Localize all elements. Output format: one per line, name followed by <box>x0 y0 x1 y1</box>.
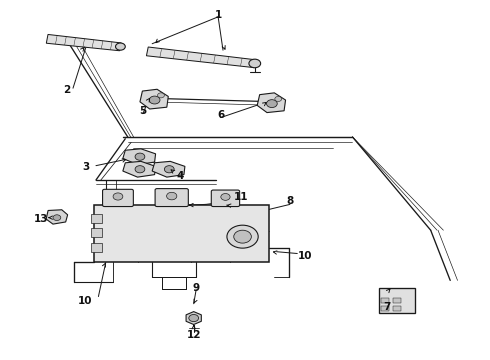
Circle shape <box>135 166 145 173</box>
Circle shape <box>227 225 258 248</box>
FancyBboxPatch shape <box>379 288 415 313</box>
FancyBboxPatch shape <box>91 228 102 237</box>
Circle shape <box>158 93 164 98</box>
FancyBboxPatch shape <box>393 306 401 311</box>
Circle shape <box>267 100 277 108</box>
Polygon shape <box>140 89 168 109</box>
Circle shape <box>189 315 198 321</box>
Polygon shape <box>147 47 255 68</box>
Text: 8: 8 <box>286 196 294 206</box>
Circle shape <box>53 215 61 221</box>
Text: 11: 11 <box>234 192 248 202</box>
Text: 3: 3 <box>83 162 90 172</box>
Circle shape <box>135 153 145 160</box>
Polygon shape <box>257 93 286 113</box>
Circle shape <box>221 194 230 200</box>
FancyBboxPatch shape <box>381 298 389 303</box>
Text: 5: 5 <box>139 106 147 116</box>
Text: 2: 2 <box>63 85 70 95</box>
Text: 10: 10 <box>78 296 93 306</box>
Polygon shape <box>152 161 185 177</box>
FancyBboxPatch shape <box>102 189 133 207</box>
Circle shape <box>113 193 123 200</box>
Text: 10: 10 <box>297 251 312 261</box>
FancyBboxPatch shape <box>94 205 270 262</box>
Polygon shape <box>123 161 156 177</box>
Text: 12: 12 <box>187 330 201 340</box>
Polygon shape <box>123 149 156 165</box>
Circle shape <box>234 230 251 243</box>
FancyBboxPatch shape <box>381 306 389 311</box>
FancyBboxPatch shape <box>393 298 401 303</box>
Polygon shape <box>186 312 201 324</box>
FancyBboxPatch shape <box>91 214 102 223</box>
Polygon shape <box>46 210 68 224</box>
Circle shape <box>167 192 177 200</box>
FancyBboxPatch shape <box>155 189 188 207</box>
Circle shape <box>275 96 282 102</box>
Text: 6: 6 <box>217 110 224 120</box>
Text: 1: 1 <box>215 10 222 20</box>
Circle shape <box>249 59 261 68</box>
Circle shape <box>149 96 160 104</box>
Text: 7: 7 <box>383 302 391 312</box>
FancyBboxPatch shape <box>211 190 240 207</box>
Circle shape <box>164 166 174 173</box>
Text: 9: 9 <box>193 283 200 293</box>
Text: 4: 4 <box>176 171 184 181</box>
FancyBboxPatch shape <box>91 243 102 252</box>
Text: 13: 13 <box>34 214 49 224</box>
Circle shape <box>116 43 125 50</box>
Polygon shape <box>47 35 121 51</box>
